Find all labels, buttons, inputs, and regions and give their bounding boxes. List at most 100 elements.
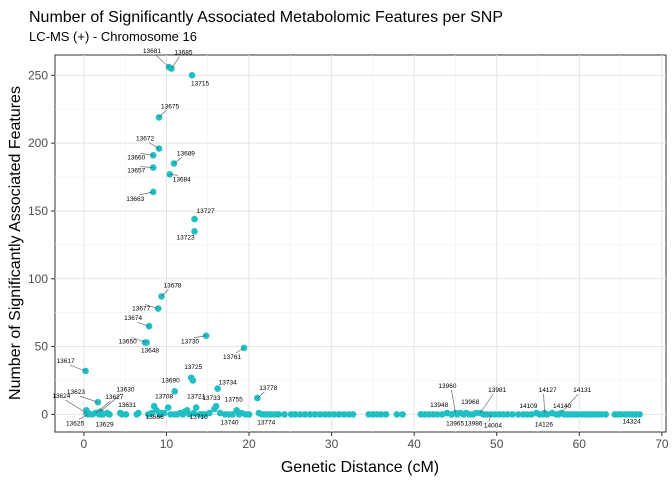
data-point [330, 411, 338, 418]
data-point-labeled [539, 411, 547, 418]
x-tick-label: 0 [81, 437, 88, 451]
x-tick-label: 40 [407, 437, 421, 451]
x-tick-label: 30 [325, 437, 339, 451]
data-point-labeled [214, 385, 221, 392]
point-label: 13708 [155, 394, 173, 401]
point-label: 13725 [184, 364, 202, 371]
point-label: 13624 [52, 393, 70, 400]
point-label: 13666 [146, 414, 164, 421]
data-point-labeled [171, 388, 179, 395]
data-point-labeled [187, 374, 195, 382]
data-point-labeled [188, 72, 196, 79]
grid [55, 55, 666, 432]
data-point [602, 411, 610, 418]
point-label: 13965 [446, 420, 464, 427]
data-point [301, 411, 309, 418]
y-tick-label: 0 [41, 407, 48, 421]
data-point-labeled [141, 339, 149, 346]
point-label: 13657 [127, 168, 145, 175]
chart-subtitle: LC-MS (+) - Chromosome 16 [29, 29, 197, 44]
label-leader-line [171, 56, 180, 69]
label-leader-line [78, 414, 89, 420]
label-leader-line [169, 174, 178, 176]
data-point-labeled [82, 367, 89, 375]
point-label: 13648 [141, 347, 159, 354]
data-point [122, 411, 130, 418]
point-label: 14127 [539, 387, 557, 394]
point-label: 13617 [57, 358, 75, 365]
label-leader-line [145, 304, 159, 309]
data-point [311, 411, 319, 418]
point-label: 13684 [173, 176, 191, 183]
label-leader-line [543, 393, 545, 414]
label-leader-line [235, 347, 245, 354]
point-label: 13650 [119, 338, 137, 345]
label-leader-line [155, 54, 170, 68]
label-leader-line [100, 393, 122, 412]
data-point [636, 411, 643, 418]
data-point [349, 411, 357, 418]
data-point-labeled [190, 409, 198, 417]
data-point [281, 411, 288, 418]
point-label: 13733 [202, 395, 220, 402]
point-label: 13727 [197, 208, 215, 215]
label-leader-line [560, 393, 579, 414]
label-leader-line [451, 389, 456, 414]
label-leader-line [479, 393, 494, 414]
label-leader-line [140, 153, 154, 156]
point-label: 13960 [438, 383, 456, 390]
label-leader-line [139, 191, 154, 196]
point-label: 13968 [461, 399, 479, 406]
point-label: 13685 [174, 50, 192, 57]
data-point-labeled [192, 404, 200, 411]
data-point [316, 411, 324, 418]
data-point [206, 409, 213, 417]
point-label: 13629 [96, 421, 114, 428]
label-leader-line [79, 395, 99, 403]
data-point [335, 411, 343, 418]
data-point-labeled [466, 411, 473, 418]
data-point-labeled [229, 411, 236, 418]
point-label: 13663 [126, 196, 144, 203]
data-point [306, 411, 314, 418]
data-point-labeled [233, 407, 240, 414]
point-label: 13755 [225, 396, 243, 403]
data-point-labeled [191, 215, 198, 223]
point-label: 13625 [66, 420, 84, 427]
data-point-labeled [191, 227, 198, 235]
data-point [106, 411, 113, 418]
label-leader-line [69, 364, 86, 372]
y-tick-label: 100 [28, 272, 48, 286]
axes: 0 10 20 30 40 50 60 70 0 50 100 150 200 250 [28, 68, 669, 451]
point-label: 13631 [118, 402, 136, 409]
point-label: 13660 [127, 154, 145, 161]
x-tick-label: 70 [655, 437, 669, 451]
data-point-labeled [548, 409, 556, 417]
x-axis-title: Genetic Distance (cM) [281, 459, 439, 476]
data-point-labeled [116, 409, 124, 417]
point-label: 13675 [161, 103, 179, 110]
data-point [275, 411, 283, 418]
x-tick-label: 10 [160, 437, 174, 451]
point-label: 14109 [519, 403, 537, 410]
point-label: 13674 [124, 315, 142, 322]
point-label: 13948 [430, 402, 448, 409]
data-point [514, 411, 522, 418]
data-point [393, 411, 401, 418]
point-label: 13774 [257, 419, 275, 426]
point-label: 13689 [177, 150, 195, 157]
panel-border [54, 54, 667, 433]
y-axis-title: Number of Significantly Associated Featu… [7, 86, 24, 400]
data-point [216, 409, 224, 417]
point-label: 14004 [484, 422, 502, 429]
data-point-labeled [453, 411, 461, 418]
data-point [340, 411, 348, 418]
label-leader-line [137, 321, 150, 327]
data-point [201, 411, 208, 418]
label-leader-line [161, 289, 169, 297]
point-label: 13710 [190, 414, 208, 421]
data-point [325, 411, 333, 418]
point-label: 13677 [132, 306, 150, 313]
label-leader-line [257, 391, 265, 399]
point-label: 13981 [488, 387, 506, 394]
